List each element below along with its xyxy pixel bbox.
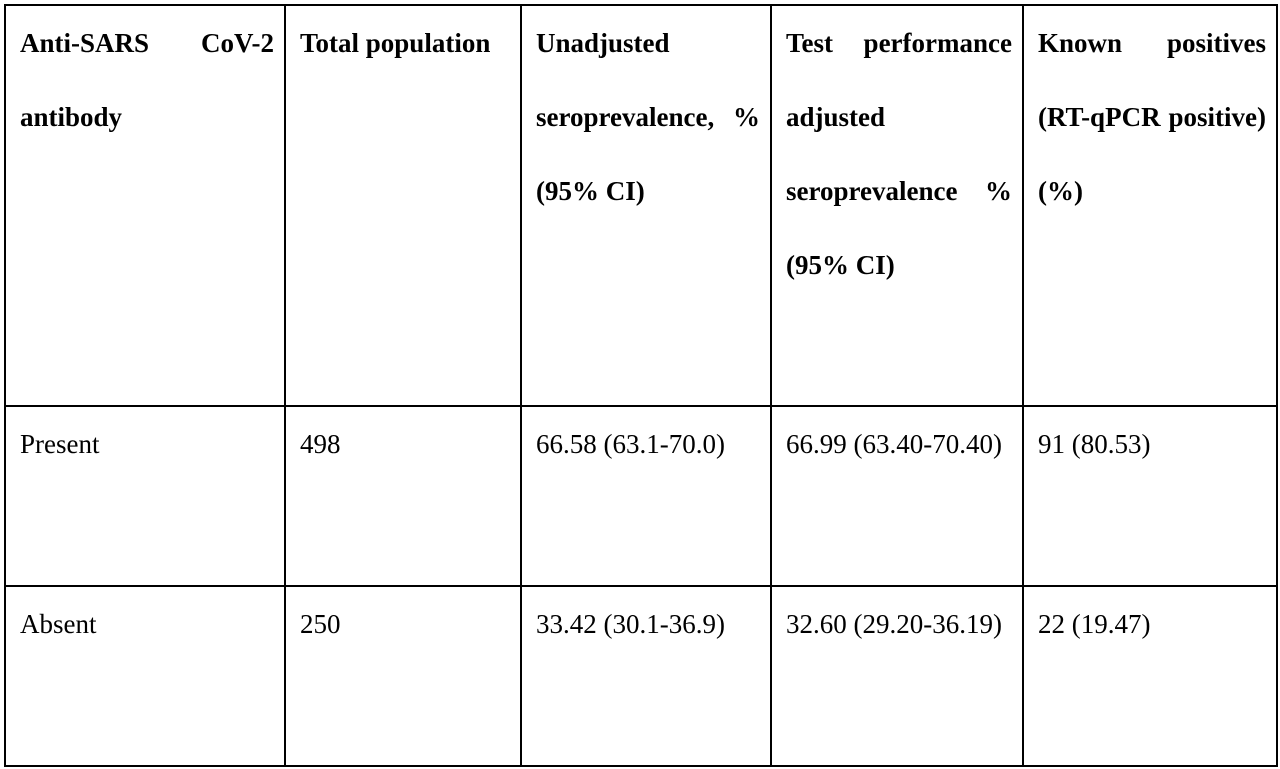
table-row: Absent 250 33.42 (30.1-36.9) 32.60 (29.2…	[4, 585, 1278, 767]
table-cell: 66.58 (63.1-70.0)	[520, 405, 772, 587]
table-cell: 32.60 (29.20-36.19)	[770, 585, 1024, 767]
data-table: Anti-SARS CoV-2 antibody Total populatio…	[4, 4, 1278, 767]
table-cell: 91 (80.53)	[1022, 405, 1278, 587]
table-cell: 66.99 (63.40-70.40)	[770, 405, 1024, 587]
header-cell: Test performance adjusted seroprevalence…	[770, 4, 1024, 407]
header-row: Anti-SARS CoV-2 antibody Total populatio…	[4, 4, 1278, 407]
table-cell: 498	[284, 405, 522, 587]
header-cell: Total population	[284, 4, 522, 407]
header-cell: Anti-SARS CoV-2 antibody	[4, 4, 286, 407]
table-cell: Present	[4, 405, 286, 587]
table-cell: 22 (19.47)	[1022, 585, 1278, 767]
header-cell: Unadjusted seroprevalence, % (95% CI)	[520, 4, 772, 407]
table-cell: 33.42 (30.1-36.9)	[520, 585, 772, 767]
header-cell: Known positives (RT-qPCR positive) (%)	[1022, 4, 1278, 407]
table-cell: 250	[284, 585, 522, 767]
table-row: Present 498 66.58 (63.1-70.0) 66.99 (63.…	[4, 405, 1278, 587]
table-cell: Absent	[4, 585, 286, 767]
